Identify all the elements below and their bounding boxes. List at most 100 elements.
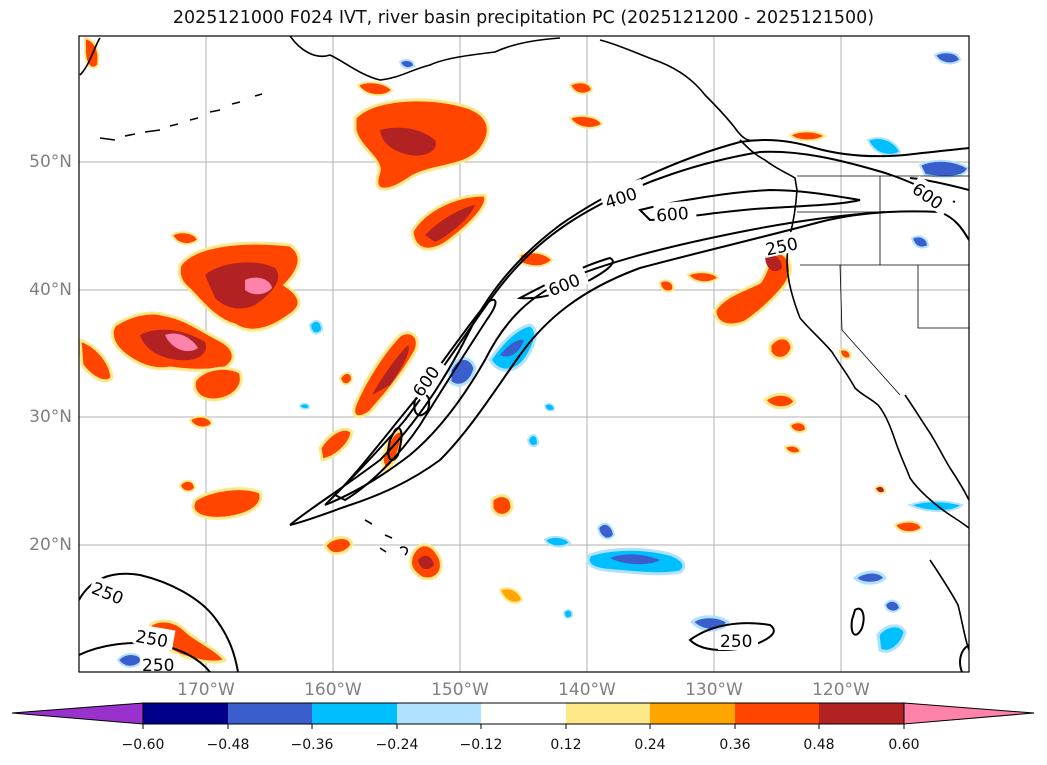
colorbar-segment <box>397 703 481 724</box>
precip-blob <box>79 338 114 383</box>
colorbar-tick-label: −0.36 <box>290 737 334 753</box>
colorbar-tick-label: −0.48 <box>206 737 250 753</box>
lon-label-120w: 120°W <box>812 680 870 700</box>
precip-blob <box>372 345 409 395</box>
contour-label-600: 600 <box>546 270 584 301</box>
map-title: 2025121000 F024 IVT, river basin precipi… <box>172 8 875 28</box>
precip-neg-blob <box>596 522 616 540</box>
lon-label-170w: 170°W <box>177 680 235 700</box>
lon-label-130w: 130°W <box>685 680 743 700</box>
colorbar-segment <box>143 703 228 724</box>
precip-blob <box>323 536 354 556</box>
colorbar-segment <box>735 703 819 724</box>
colorbar-tick-label: 0.12 <box>550 737 582 753</box>
precip-blob <box>318 427 354 462</box>
ivt-contour-250-outer <box>289 139 969 526</box>
ivt-contour-400-inner <box>324 211 886 506</box>
precip-neg-blob <box>116 653 144 668</box>
baja-coast <box>904 394 969 501</box>
political-boundaries <box>797 175 969 396</box>
precip-blob <box>338 372 354 386</box>
lat-label-20n: 20°N <box>29 535 72 555</box>
coastlines <box>79 36 969 651</box>
lon-label-160w: 160°W <box>304 680 362 700</box>
precip-blob <box>178 479 197 493</box>
state-boundary <box>797 176 969 396</box>
ivt-contour-600-d <box>909 177 969 191</box>
precip-negative-areas <box>116 51 969 668</box>
precip-blob <box>765 254 782 272</box>
aleutian-islands <box>99 93 263 141</box>
precip-neg-blob <box>299 402 310 410</box>
colorbar-extend-low <box>11 702 144 725</box>
colorbar <box>11 702 1035 729</box>
lon-label-140w: 140°W <box>558 680 616 700</box>
precip-neg-blob <box>883 599 902 613</box>
contour-label-250: 250 <box>142 656 174 676</box>
precip-blob <box>425 205 475 242</box>
ivt-contour-250-inner <box>289 210 969 526</box>
colorbar-tick-label: −0.12 <box>459 737 503 753</box>
precip-blob <box>783 444 802 455</box>
precip-blob <box>191 487 263 520</box>
contour-label-250: 250 <box>88 579 126 610</box>
map-frame <box>78 35 970 673</box>
precip-blob <box>713 250 792 327</box>
ivt-contour-600-a <box>333 298 497 502</box>
precip-blob <box>568 115 604 129</box>
ivt-contour-250-corner <box>959 644 969 672</box>
ivt-contour-250-small <box>850 607 865 636</box>
bc-coast <box>739 139 801 319</box>
precip-blob <box>686 271 720 284</box>
colorbar-tick-label: −0.24 <box>375 737 419 753</box>
precip-neg-blob <box>910 235 930 249</box>
precip-blob <box>838 348 852 360</box>
precip-blob <box>768 336 794 360</box>
precip-blob <box>568 81 594 95</box>
precip-blob <box>873 484 887 495</box>
precip-neg-blob <box>543 535 572 548</box>
lat-label-50n: 50°N <box>29 152 72 172</box>
ivt-contour-600-f <box>387 427 403 461</box>
colorbar-segment <box>819 703 904 724</box>
colorbar-frame <box>142 702 905 725</box>
precip-blob <box>192 366 243 402</box>
precip-neg-blob <box>866 137 902 156</box>
precip-neg-blob <box>448 357 477 387</box>
precip-blob <box>356 81 394 97</box>
contour-label-400: 400 <box>603 184 640 213</box>
lat-label-40n: 40°N <box>29 280 72 300</box>
mexico-coast <box>929 559 969 651</box>
colorbar-extend-high <box>903 702 1035 725</box>
precip-neg-blob <box>308 319 324 335</box>
ivt-contour-250-se <box>688 622 775 651</box>
colorbar-tick-label: 0.48 <box>803 737 835 753</box>
precip-neg-blob <box>933 51 962 65</box>
precip-neg-blob <box>563 609 573 619</box>
colorbar-tick-label: 0.36 <box>719 737 751 753</box>
precip-neg-blob <box>526 434 540 448</box>
precip-neg-blob <box>500 339 524 357</box>
lat-label-30n: 30°N <box>29 407 72 427</box>
precip-blob <box>498 587 524 604</box>
alaska-coast <box>79 36 756 142</box>
precip-blob <box>380 127 436 156</box>
colorbar-segment <box>481 703 566 724</box>
precip-neg-blob <box>876 624 907 653</box>
precip-positive-areas <box>79 36 924 664</box>
map-plot-area: 400 600 600 600 600 250 250 250 250 250 <box>79 36 969 676</box>
colorbar-segment <box>228 703 312 724</box>
lon-label-150w: 150°W <box>431 680 489 700</box>
precip-neg-blob <box>544 403 555 412</box>
precip-blob <box>245 277 272 295</box>
colorbar-tick-label: 0.24 <box>634 737 666 753</box>
precip-neg-blob <box>398 58 416 70</box>
precip-blob <box>170 231 200 245</box>
colorbar-tick-label: −0.60 <box>121 737 165 753</box>
ivt-contours <box>79 139 969 672</box>
precip-neg-blob <box>907 500 964 512</box>
hawaii-islands <box>364 519 408 556</box>
precip-blob <box>762 392 797 410</box>
precip-blob <box>84 36 100 69</box>
ivt-contour-600-c <box>638 188 861 222</box>
